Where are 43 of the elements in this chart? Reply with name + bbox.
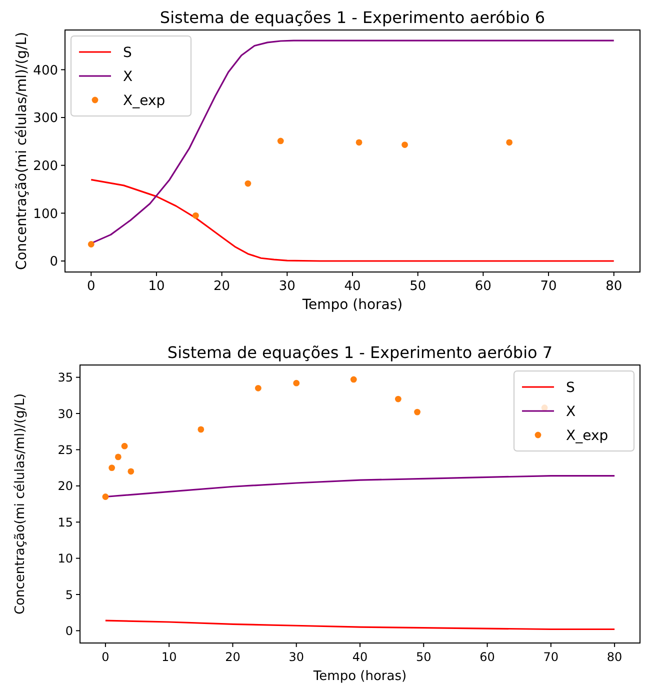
y-tick-label: 35 <box>58 370 73 385</box>
y-tick-label: 0 <box>65 624 73 638</box>
y-tick-label: 200 <box>33 159 58 174</box>
x-tick-label: 80 <box>606 650 622 664</box>
legend-label: X_exp <box>123 93 166 109</box>
y-tick-label: 10 <box>58 552 73 566</box>
y-tick-label: 25 <box>58 443 73 458</box>
legend-label: S <box>566 380 575 396</box>
legend-label: S <box>123 45 132 61</box>
x-tick-label: 20 <box>214 279 230 294</box>
x-tick-label: 30 <box>278 279 296 294</box>
x-tick-label: 60 <box>474 279 492 294</box>
y-axis-title: Concentração(mi células/ml)/(g/L) <box>13 393 28 615</box>
x-tick-label: 10 <box>161 650 177 664</box>
x-tick-label: 10 <box>148 279 165 294</box>
x-tick-label: 80 <box>606 279 622 294</box>
x-tick-label: 20 <box>225 650 240 664</box>
x-tick-label: 60 <box>480 650 495 664</box>
x-tick-label: 70 <box>540 279 557 294</box>
x-tick-label: 0 <box>102 650 110 664</box>
legend-label: X <box>123 69 133 85</box>
y-tick-label: 20 <box>58 479 73 494</box>
x-tick-label: 30 <box>288 650 304 664</box>
y-tick-label: 400 <box>33 63 58 78</box>
x-tick-label: 40 <box>344 279 361 294</box>
y-tick-label: 5 <box>65 588 73 602</box>
x-tick-label: 50 <box>416 650 432 664</box>
y-tick-label: 15 <box>58 515 73 530</box>
x-tick-label: 0 <box>86 279 96 294</box>
legend-label: X <box>566 404 576 420</box>
legend-label: X_exp <box>566 428 608 444</box>
x-tick-label: 40 <box>352 650 368 664</box>
y-axis-title: Concentração(mi células/ml)/(g/L) <box>14 32 30 270</box>
chart-title: Sistema de equações 1 - Experimento aeróbio 6 <box>160 8 546 27</box>
y-tick-label: 100 <box>33 206 58 222</box>
chart-title: Sistema de equações 1 - Experimento aeróbio 7 <box>167 343 553 362</box>
y-tick-label: 300 <box>33 111 58 126</box>
x-axis-title: Tempo (horas) <box>312 669 407 684</box>
x-tick-label: 70 <box>543 650 559 664</box>
x-axis-title: Tempo (horas) <box>301 297 403 313</box>
y-tick-label: 30 <box>58 406 73 421</box>
y-tick-label: 0 <box>50 254 58 270</box>
x-tick-label: 50 <box>410 279 426 294</box>
